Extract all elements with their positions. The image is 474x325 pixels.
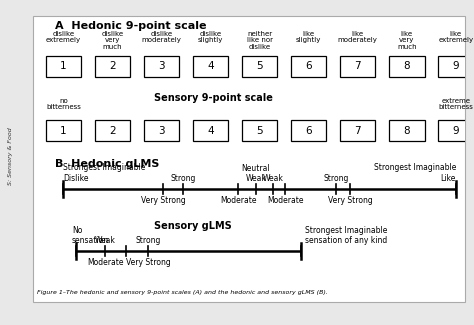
Text: Strongest Imaginable
Like: Strongest Imaginable Like (374, 163, 456, 183)
Text: A  Hedonic 9-point scale: A Hedonic 9-point scale (55, 20, 206, 31)
Text: 4: 4 (207, 61, 214, 71)
Text: dislike
moderately: dislike moderately (142, 31, 182, 43)
Text: neither
like nor
dislike: neither like nor dislike (246, 31, 273, 49)
FancyBboxPatch shape (242, 120, 277, 141)
Text: Strong: Strong (323, 174, 349, 183)
Text: 4: 4 (207, 126, 214, 136)
Text: Neutral
Weak: Neutral Weak (241, 164, 270, 183)
FancyBboxPatch shape (144, 120, 179, 141)
Text: like
very
much: like very much (397, 31, 417, 49)
Text: Sensory 9-point scale: Sensory 9-point scale (154, 94, 273, 103)
FancyBboxPatch shape (340, 56, 375, 77)
Text: dislike
extremely: dislike extremely (46, 31, 81, 43)
FancyBboxPatch shape (46, 120, 81, 141)
Text: dislike
very
much: dislike very much (101, 31, 124, 49)
FancyBboxPatch shape (291, 56, 327, 77)
Text: Very Strong: Very Strong (141, 196, 186, 205)
Text: Strong: Strong (171, 174, 196, 183)
Text: 2: 2 (109, 61, 116, 71)
FancyBboxPatch shape (438, 56, 474, 77)
Text: Moderate: Moderate (220, 196, 256, 205)
FancyBboxPatch shape (144, 56, 179, 77)
Text: Figure 1–The hedonic and sensory 9-point scales (A) and the hedonic and sensory : Figure 1–The hedonic and sensory 9-point… (37, 290, 328, 295)
Text: No
sensation: No sensation (72, 226, 109, 245)
Text: extreme
bitterness: extreme bitterness (438, 98, 474, 110)
Text: Moderate: Moderate (87, 258, 124, 267)
Text: Strongest Imaginable
sensation of any kind: Strongest Imaginable sensation of any ki… (305, 226, 387, 245)
FancyBboxPatch shape (242, 56, 277, 77)
Text: B  Hedonic gLMS: B Hedonic gLMS (55, 159, 159, 169)
FancyBboxPatch shape (193, 120, 228, 141)
FancyBboxPatch shape (193, 56, 228, 77)
Text: 5: 5 (256, 61, 263, 71)
Text: Sensory gLMS: Sensory gLMS (154, 221, 232, 231)
Text: 6: 6 (305, 126, 312, 136)
FancyBboxPatch shape (46, 56, 81, 77)
Text: like
moderately: like moderately (338, 31, 378, 43)
Text: like
extremely: like extremely (438, 31, 474, 43)
Text: 9: 9 (453, 126, 459, 136)
Text: Strong: Strong (136, 236, 161, 245)
Text: Strongest Imaginable
Dislike: Strongest Imaginable Dislike (64, 163, 146, 183)
FancyBboxPatch shape (340, 120, 375, 141)
Text: 3: 3 (158, 61, 165, 71)
Text: 1: 1 (60, 61, 67, 71)
Text: 3: 3 (158, 126, 165, 136)
FancyBboxPatch shape (389, 56, 425, 77)
Text: 9: 9 (453, 61, 459, 71)
Text: Weak: Weak (263, 174, 284, 183)
Text: dislike
slightly: dislike slightly (198, 31, 223, 43)
Text: 6: 6 (305, 61, 312, 71)
Text: 5: 5 (256, 126, 263, 136)
Text: Very Strong: Very Strong (126, 258, 171, 267)
Text: Weak: Weak (95, 236, 116, 245)
FancyBboxPatch shape (95, 120, 130, 141)
FancyBboxPatch shape (95, 56, 130, 77)
Text: 2: 2 (109, 126, 116, 136)
Text: like
slightly: like slightly (296, 31, 321, 43)
Text: 8: 8 (403, 61, 410, 71)
Text: no
bitterness: no bitterness (46, 98, 81, 110)
Text: 7: 7 (355, 126, 361, 136)
FancyBboxPatch shape (438, 120, 474, 141)
FancyBboxPatch shape (389, 120, 425, 141)
FancyBboxPatch shape (291, 120, 327, 141)
Text: Moderate: Moderate (267, 196, 303, 205)
Text: 7: 7 (355, 61, 361, 71)
Text: 8: 8 (403, 126, 410, 136)
Text: S: Sensory & Food: S: Sensory & Food (8, 127, 13, 185)
Text: 1: 1 (60, 126, 67, 136)
Text: Very Strong: Very Strong (328, 196, 372, 205)
